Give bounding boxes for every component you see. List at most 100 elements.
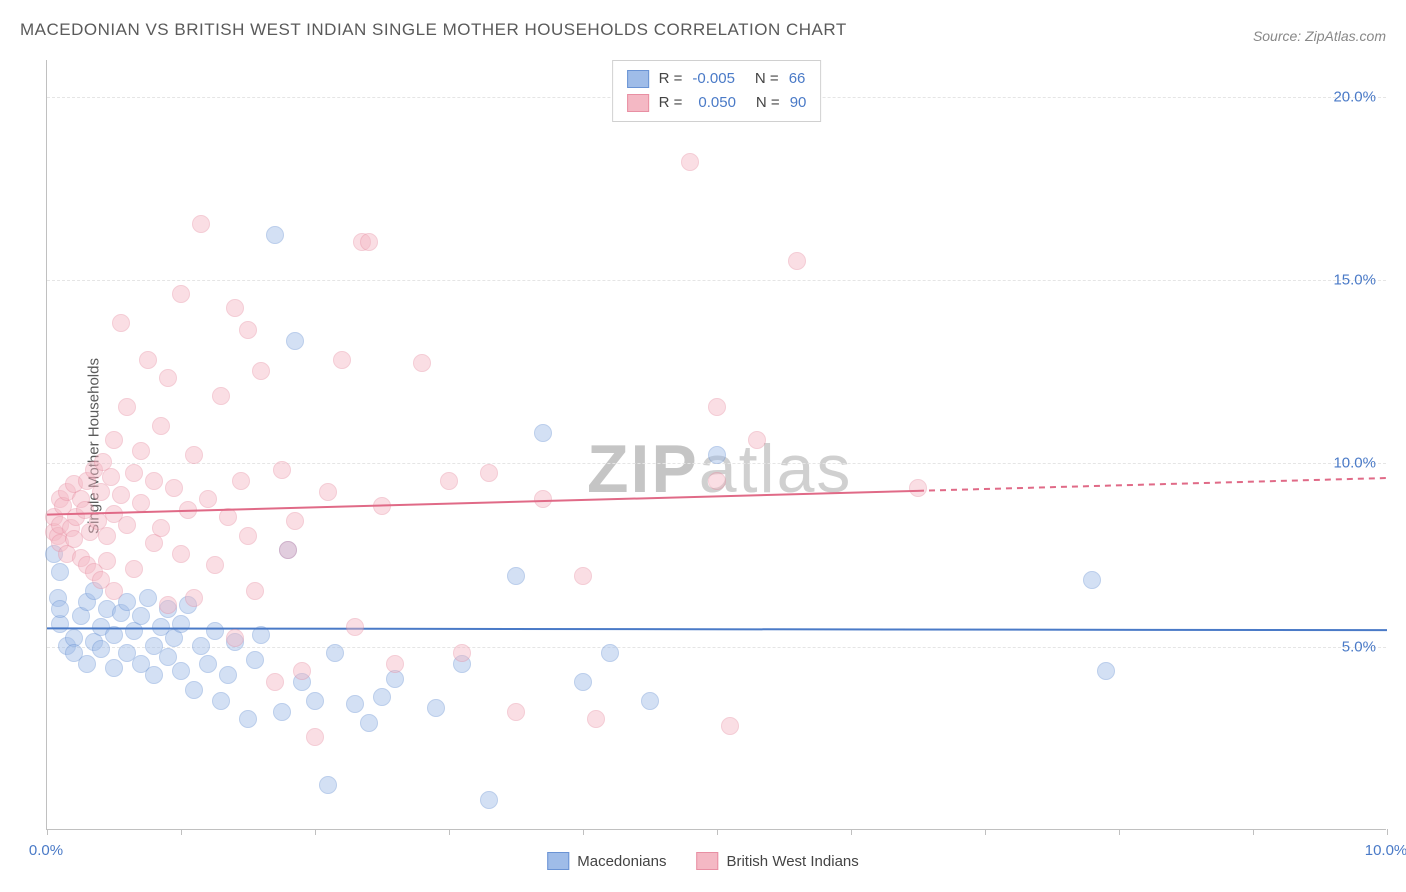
scatter-point-0: [480, 791, 498, 809]
scatter-point-1: [226, 629, 244, 647]
scatter-point-1: [788, 252, 806, 270]
scatter-point-0: [427, 699, 445, 717]
scatter-point-1: [721, 717, 739, 735]
scatter-point-1: [112, 486, 130, 504]
scatter-point-0: [219, 666, 237, 684]
scatter-point-0: [641, 692, 659, 710]
scatter-point-0: [92, 640, 110, 658]
scatter-point-1: [507, 703, 525, 721]
scatter-point-1: [266, 673, 284, 691]
x-tick: [985, 829, 986, 835]
scatter-point-1: [179, 501, 197, 519]
scatter-point-1: [480, 464, 498, 482]
scatter-point-1: [159, 369, 177, 387]
scatter-point-0: [601, 644, 619, 662]
scatter-point-0: [507, 567, 525, 585]
swatch-series-0: [627, 70, 649, 88]
scatter-point-1: [219, 508, 237, 526]
source-attribution: Source: ZipAtlas.com: [1253, 28, 1386, 44]
scatter-point-1: [185, 589, 203, 607]
scatter-point-0: [306, 692, 324, 710]
scatter-point-1: [681, 153, 699, 171]
scatter-point-1: [159, 596, 177, 614]
scatter-point-1: [306, 728, 324, 746]
scatter-point-0: [139, 589, 157, 607]
x-tick: [47, 829, 48, 835]
scatter-point-0: [206, 622, 224, 640]
stats-row-series-0: R = -0.005 N = 66: [627, 67, 807, 91]
scatter-point-1: [319, 483, 337, 501]
swatch-series-1: [627, 94, 649, 112]
scatter-point-1: [708, 398, 726, 416]
scatter-point-1: [199, 490, 217, 508]
scatter-point-1: [112, 314, 130, 332]
x-tick-label: 10.0%: [1365, 842, 1406, 859]
scatter-point-1: [246, 582, 264, 600]
chart-title: MACEDONIAN VS BRITISH WEST INDIAN SINGLE…: [20, 20, 847, 40]
scatter-point-1: [453, 644, 471, 662]
y-tick-label: 10.0%: [1333, 455, 1376, 472]
scatter-point-1: [118, 398, 136, 416]
scatter-point-0: [574, 673, 592, 691]
scatter-point-1: [212, 387, 230, 405]
y-tick-label: 20.0%: [1333, 88, 1376, 105]
scatter-point-0: [319, 776, 337, 794]
scatter-point-1: [413, 354, 431, 372]
scatter-point-0: [159, 648, 177, 666]
scatter-point-1: [105, 431, 123, 449]
scatter-point-1: [172, 285, 190, 303]
scatter-point-0: [1097, 662, 1115, 680]
scatter-point-1: [172, 545, 190, 563]
x-tick: [449, 829, 450, 835]
x-tick: [1387, 829, 1388, 835]
scatter-point-1: [139, 351, 157, 369]
scatter-point-1: [118, 516, 136, 534]
scatter-point-1: [226, 299, 244, 317]
y-tick-label: 5.0%: [1342, 638, 1376, 655]
x-tick: [583, 829, 584, 835]
scatter-point-1: [239, 527, 257, 545]
x-tick-label: 0.0%: [29, 842, 63, 859]
scatter-point-1: [239, 321, 257, 339]
stats-row-series-1: R = 0.050 N = 90: [627, 91, 807, 115]
scatter-point-0: [252, 626, 270, 644]
y-tick-label: 15.0%: [1333, 272, 1376, 289]
scatter-point-1: [102, 468, 120, 486]
plot-area: ZIPatlas R = -0.005 N = 66 R = 0.050 N =…: [46, 60, 1386, 830]
scatter-point-1: [125, 560, 143, 578]
scatter-point-1: [252, 362, 270, 380]
scatter-point-0: [212, 692, 230, 710]
scatter-point-1: [206, 556, 224, 574]
scatter-point-0: [326, 644, 344, 662]
x-tick: [1119, 829, 1120, 835]
legend-swatch-0: [547, 852, 569, 870]
scatter-point-1: [293, 662, 311, 680]
scatter-point-1: [748, 431, 766, 449]
scatter-point-0: [172, 615, 190, 633]
scatter-point-1: [145, 472, 163, 490]
x-tick: [851, 829, 852, 835]
scatter-point-1: [708, 472, 726, 490]
scatter-point-0: [1083, 571, 1101, 589]
scatter-point-1: [98, 552, 116, 570]
scatter-point-0: [246, 651, 264, 669]
scatter-point-1: [232, 472, 250, 490]
scatter-point-1: [440, 472, 458, 490]
scatter-point-1: [273, 461, 291, 479]
scatter-point-1: [373, 497, 391, 515]
scatter-point-1: [346, 618, 364, 636]
scatter-point-1: [279, 541, 297, 559]
gridline: [47, 280, 1386, 281]
x-tick: [1253, 829, 1254, 835]
scatter-point-0: [185, 681, 203, 699]
scatter-point-1: [386, 655, 404, 673]
scatter-point-1: [909, 479, 927, 497]
scatter-point-1: [185, 446, 203, 464]
scatter-point-0: [708, 446, 726, 464]
scatter-point-1: [192, 215, 210, 233]
scatter-point-0: [192, 637, 210, 655]
gridline: [47, 647, 1386, 648]
x-tick: [315, 829, 316, 835]
x-tick: [717, 829, 718, 835]
scatter-point-1: [132, 494, 150, 512]
